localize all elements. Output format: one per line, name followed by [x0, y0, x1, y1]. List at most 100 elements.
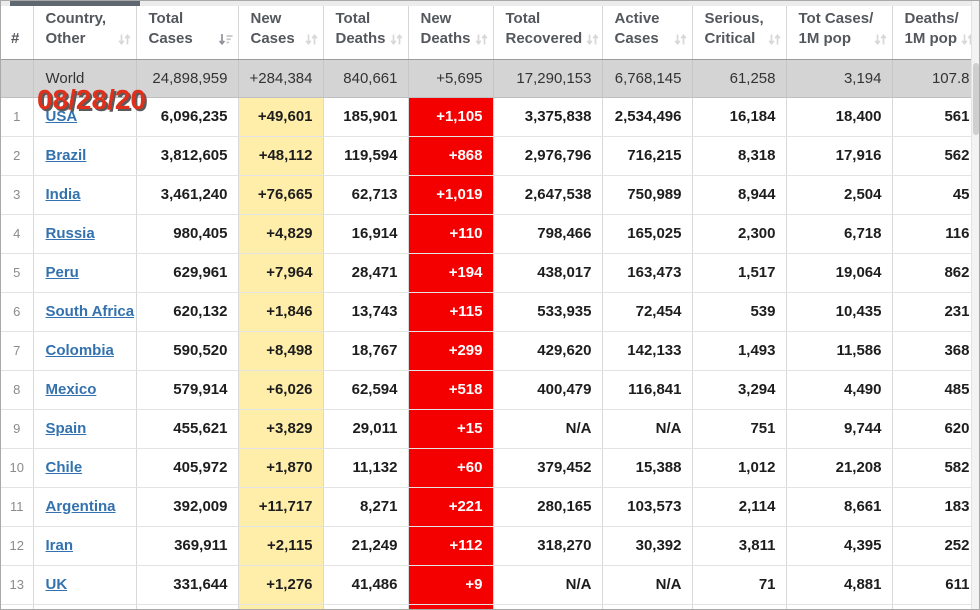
serious_critical-cell: 3,294 [692, 370, 787, 410]
table-row: 5 Peru 629,961 +7,964 28,471 +194 438,017 163,4… [1, 253, 974, 293]
total_deaths-cell [323, 604, 409, 609]
column-label-line1: Tot Cases/ [798, 10, 874, 27]
column-label-line1: New [250, 10, 282, 27]
sort-toggle-icon [586, 33, 599, 46]
country-link[interactable]: Colombia [45, 342, 114, 359]
table-row: 2 Brazil 3,812,605 +48,112 119,594 +868 2,976,… [1, 136, 974, 176]
country-link[interactable]: Iran [45, 537, 74, 554]
deaths_per_1m-cell: 107.8 [892, 59, 974, 98]
new_deaths-cell: +194 [408, 253, 494, 293]
column-header-total_recovered[interactable]: Total Recovered [493, 6, 603, 60]
partial-next-row [1, 604, 974, 609]
column-header-active_cases[interactable]: Active Cases [602, 6, 693, 60]
country-link[interactable]: Argentina [45, 498, 116, 515]
vertical-scrollbar[interactable] [971, 1, 979, 609]
total_recovered-cell: 429,620 [493, 331, 603, 371]
rank-cell: 2 [1, 136, 34, 176]
country-link[interactable]: Peru [45, 264, 79, 281]
deaths_per_1m-cell: 116 [892, 214, 974, 254]
rank-cell: 13 [1, 565, 34, 605]
rank-cell: 7 [1, 331, 34, 371]
new_deaths-cell: +9 [408, 565, 494, 605]
total_recovered-cell: 280,165 [493, 487, 603, 527]
total_deaths-cell: 185,901 [323, 97, 409, 137]
total_deaths-cell: 62,713 [323, 175, 409, 215]
cases_per_1m-cell: 18,400 [786, 97, 893, 137]
new_cases-cell: +48,112 [238, 136, 324, 176]
total_deaths-cell: 28,471 [323, 253, 409, 293]
column-header-serious_critical[interactable]: Serious, Critical [692, 6, 787, 60]
sort-toggle-icon [961, 33, 972, 46]
total_recovered-cell: 400,479 [493, 370, 603, 410]
horizontal-scrollbar-thumb[interactable] [10, 1, 140, 6]
total_recovered-cell: 17,290,153 [493, 59, 603, 98]
total_cases-cell: 405,972 [136, 448, 239, 488]
total_recovered-cell: 798,466 [493, 214, 603, 254]
country-link[interactable]: UK [45, 576, 68, 593]
new_deaths-cell: +221 [408, 487, 494, 527]
column-label-line2: Deaths [420, 30, 471, 48]
new_deaths-cell: +868 [408, 136, 494, 176]
new_deaths-cell: +1,019 [408, 175, 494, 215]
country-link[interactable]: Mexico [45, 381, 97, 398]
serious_critical-cell: 61,258 [692, 59, 787, 98]
serious_critical-cell: 539 [692, 292, 787, 332]
cases_per_1m-cell: 10,435 [786, 292, 893, 332]
country-link[interactable]: Russia [45, 225, 95, 242]
deaths_per_1m-cell: 611 [892, 565, 974, 605]
column-label-line2: 1M pop [904, 30, 958, 48]
rank-cell: 10 [1, 448, 34, 488]
table-row: 7 Colombia 590,520 +8,498 18,767 +299 429,620 1… [1, 331, 974, 371]
country-link[interactable]: Brazil [45, 147, 87, 164]
country-cell [33, 604, 137, 609]
cases_per_1m-cell: 6,718 [786, 214, 893, 254]
country-link[interactable]: USA [45, 108, 78, 125]
active_cases-cell: 750,989 [602, 175, 693, 215]
new_cases-cell: +8,498 [238, 331, 324, 371]
header-row: # Country, Other Total Cases New Cases Total Dea… [1, 6, 974, 60]
new_cases-cell: +11,717 [238, 487, 324, 527]
new_deaths-cell [408, 604, 494, 609]
sort-toggle-icon [674, 33, 687, 46]
total_recovered-cell: 438,017 [493, 253, 603, 293]
new_cases-cell: +1,846 [238, 292, 324, 332]
cases_per_1m-cell: 4,881 [786, 565, 893, 605]
total_deaths-cell: 16,914 [323, 214, 409, 254]
vertical-scrollbar-thumb[interactable] [973, 63, 979, 135]
table-row: 10 Chile 405,972 +1,870 11,132 +60 379,452 15,3… [1, 448, 974, 488]
total_cases-cell: 24,898,959 [136, 59, 239, 98]
active_cases-cell: 15,388 [602, 448, 693, 488]
column-header-new_deaths[interactable]: New Deaths [408, 6, 494, 60]
country-link[interactable]: India [45, 186, 81, 203]
total_deaths-cell: 41,486 [323, 565, 409, 605]
country-link[interactable]: Spain [45, 420, 87, 437]
rank-cell: 11 [1, 487, 34, 527]
country-cell: USA [33, 97, 137, 137]
country-link[interactable]: South Africa [45, 303, 135, 320]
column-label-line2: Cases [250, 30, 295, 48]
total_cases-cell: 455,621 [136, 409, 239, 449]
serious_critical-cell: 1,012 [692, 448, 787, 488]
total_recovered-cell: N/A [493, 409, 603, 449]
column-header-total_cases[interactable]: Total Cases [136, 6, 239, 60]
active_cases-cell: 72,454 [602, 292, 693, 332]
column-header-new_cases[interactable]: New Cases [238, 6, 324, 60]
column-header-deaths_per_1m[interactable]: Deaths/1M pop [892, 6, 974, 60]
active_cases-cell: 103,573 [602, 487, 693, 527]
sort-toggle-icon [305, 33, 318, 46]
column-header-total_deaths[interactable]: Total Deaths [323, 6, 409, 60]
column-header-country[interactable]: Country, Other [33, 6, 137, 60]
horizontal-scrollbar[interactable] [1, 1, 973, 6]
serious_critical-cell: 8,944 [692, 175, 787, 215]
column-header-cases_per_1m[interactable]: Tot Cases/1M pop [786, 6, 893, 60]
deaths_per_1m-cell: 561 [892, 97, 974, 137]
total_cases-cell: 620,132 [136, 292, 239, 332]
total_deaths-cell: 11,132 [323, 448, 409, 488]
new_deaths-cell: +5,695 [408, 59, 494, 98]
column-label-line2: Other [45, 30, 86, 48]
total_deaths-cell: 62,594 [323, 370, 409, 410]
deaths_per_1m-cell [892, 604, 974, 609]
country-cell: South Africa [33, 292, 137, 332]
country-link[interactable]: Chile [45, 459, 83, 476]
total_cases-cell: 331,644 [136, 565, 239, 605]
